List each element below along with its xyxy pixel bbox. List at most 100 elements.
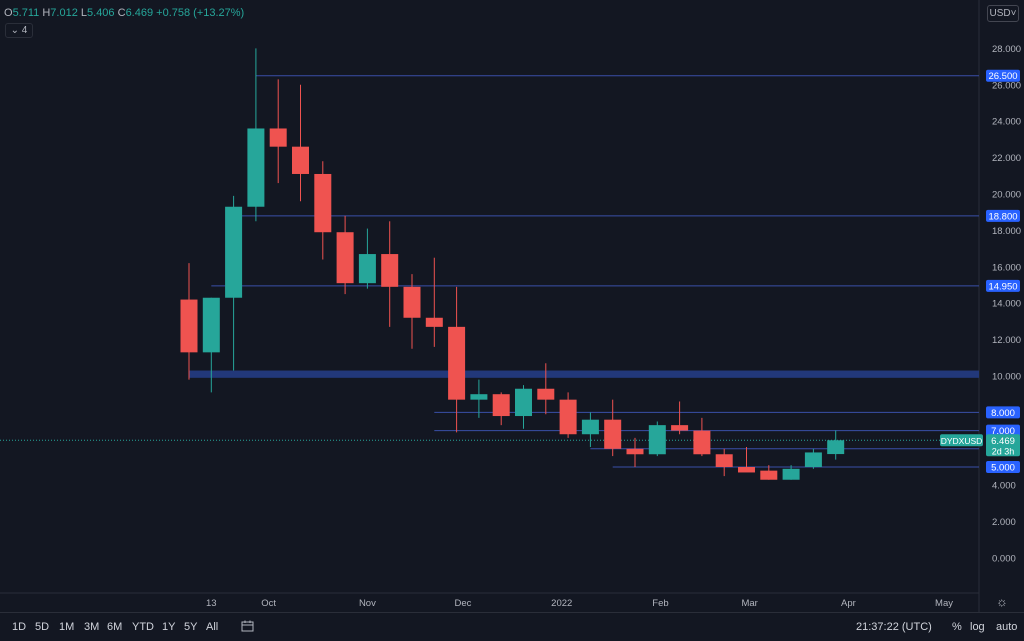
price-axis-label: 22.000 bbox=[992, 153, 1021, 164]
close-label: C bbox=[117, 7, 126, 19]
candle-body bbox=[381, 254, 399, 287]
log-toggle[interactable]: log bbox=[970, 621, 985, 633]
level-tag-bg bbox=[986, 461, 1020, 473]
timeframe-5d[interactable]: 5D bbox=[35, 621, 50, 633]
timeframe-ytd[interactable]: YTD bbox=[132, 621, 154, 633]
timeframe-3m[interactable]: 3M bbox=[84, 621, 100, 633]
candle[interactable] bbox=[537, 363, 555, 415]
level-tag-bg bbox=[986, 209, 1020, 222]
plot-background bbox=[0, 0, 979, 612]
candle-body bbox=[247, 128, 265, 207]
candles-layer bbox=[180, 48, 845, 480]
candle[interactable] bbox=[403, 274, 421, 349]
timeframe-1d[interactable]: 1D bbox=[12, 621, 27, 633]
level-tag-label: 14.950 bbox=[988, 281, 1017, 292]
timeframe-5y[interactable]: 5Y bbox=[184, 621, 198, 633]
price-axis-label: 26.000 bbox=[992, 80, 1021, 91]
candle[interactable] bbox=[336, 215, 354, 295]
candle[interactable] bbox=[470, 379, 488, 418]
timeframe-1y[interactable]: 1Y bbox=[162, 621, 176, 633]
candle-body bbox=[470, 394, 488, 400]
price-axis-label: 24.000 bbox=[992, 117, 1021, 128]
countdown-tag: 2d 3h bbox=[992, 446, 1015, 456]
timeframe-1m[interactable]: 1M bbox=[59, 621, 75, 633]
candle-body bbox=[626, 448, 644, 455]
candle[interactable] bbox=[738, 446, 755, 473]
candle-body bbox=[760, 470, 778, 480]
candle-body bbox=[559, 399, 577, 435]
level-tag-label: 8.000 bbox=[991, 408, 1015, 419]
high-label: H bbox=[42, 7, 51, 19]
candle-body bbox=[358, 254, 376, 284]
last-price-tag-bg bbox=[986, 434, 1020, 457]
high-value: 7.012 bbox=[50, 7, 78, 19]
chevron-down-icon: ˅ bbox=[1010, 8, 1017, 19]
candle[interactable] bbox=[314, 161, 332, 260]
candle[interactable] bbox=[782, 465, 800, 480]
calendar-icon[interactable] bbox=[241, 620, 254, 632]
candle[interactable] bbox=[180, 263, 198, 380]
utc-clock[interactable]: 21:37:22 (UTC) bbox=[856, 621, 932, 633]
candle[interactable] bbox=[604, 399, 622, 457]
candle-body bbox=[827, 440, 845, 455]
candle[interactable] bbox=[671, 401, 689, 435]
time-axis-label: May bbox=[935, 598, 953, 609]
auto-toggle[interactable]: auto bbox=[996, 621, 1018, 633]
price-axis-label: 18.000 bbox=[992, 226, 1021, 237]
candle[interactable] bbox=[559, 392, 577, 438]
timeframe-all[interactable]: All bbox=[206, 621, 219, 633]
candle-body bbox=[448, 326, 466, 400]
currency-select[interactable]: USD˅ bbox=[987, 5, 1019, 22]
open-value: 5.711 bbox=[12, 7, 40, 19]
candle[interactable] bbox=[247, 48, 265, 222]
candle-body bbox=[225, 206, 243, 298]
support-zone bbox=[189, 370, 979, 378]
candle-body bbox=[738, 467, 755, 473]
candle-body bbox=[537, 388, 555, 400]
candle-body bbox=[292, 146, 309, 174]
indicators-collapse-button[interactable]: ⌄ 4 bbox=[5, 23, 33, 38]
price-axis-label: 12.000 bbox=[992, 335, 1021, 346]
percent-toggle[interactable]: % bbox=[952, 621, 962, 633]
price-axis[interactable]: 28.000 26.000 24.000 22.000 20.000 18.000 16.0… bbox=[992, 44, 1021, 565]
last-price-tag: 6.469 bbox=[991, 436, 1015, 447]
candle[interactable] bbox=[515, 385, 532, 429]
candle[interactable] bbox=[492, 392, 510, 426]
candle-body bbox=[492, 394, 510, 417]
price-chart[interactable]: 28.000 26.000 24.000 22.000 20.000 18.000 16.0… bbox=[0, 0, 1024, 612]
candle[interactable] bbox=[648, 421, 666, 457]
candle[interactable] bbox=[448, 286, 466, 433]
candle[interactable] bbox=[225, 195, 243, 371]
candle[interactable] bbox=[358, 228, 376, 289]
time-axis-label: Feb bbox=[652, 598, 668, 609]
price-axis-label: 16.000 bbox=[992, 262, 1021, 273]
gear-icon[interactable]: ☼ bbox=[996, 594, 1008, 609]
time-axis-label: Oct bbox=[261, 598, 276, 609]
level-tag-label: 18.800 bbox=[988, 211, 1017, 222]
candle[interactable] bbox=[269, 79, 287, 184]
low-label: L bbox=[80, 7, 88, 19]
timeframe-6m[interactable]: 6M bbox=[107, 621, 123, 633]
candle-body bbox=[648, 425, 666, 455]
level-tag-bg bbox=[986, 279, 1020, 292]
candle[interactable] bbox=[425, 257, 443, 347]
candle[interactable] bbox=[626, 437, 644, 467]
candle[interactable] bbox=[202, 297, 220, 393]
candle-body bbox=[604, 419, 622, 449]
candle[interactable] bbox=[581, 412, 599, 447]
candle[interactable] bbox=[693, 417, 711, 457]
time-axis-label: Mar bbox=[741, 598, 757, 609]
candle[interactable] bbox=[381, 221, 399, 327]
candle-body bbox=[425, 317, 443, 327]
symbol-tag-bg bbox=[940, 434, 983, 447]
candle-body bbox=[782, 468, 800, 480]
candle[interactable] bbox=[715, 448, 733, 477]
close-value: 6.469 bbox=[125, 7, 154, 19]
time-axis[interactable]: 13 Oct Nov Dec 2022 Feb Mar Apr May bbox=[206, 598, 953, 609]
candle[interactable] bbox=[292, 84, 309, 202]
time-axis-label: Apr bbox=[841, 598, 856, 609]
candle[interactable] bbox=[827, 430, 845, 460]
candle[interactable] bbox=[804, 448, 822, 469]
candle[interactable] bbox=[760, 465, 778, 480]
level-tag-bg bbox=[986, 406, 1020, 419]
